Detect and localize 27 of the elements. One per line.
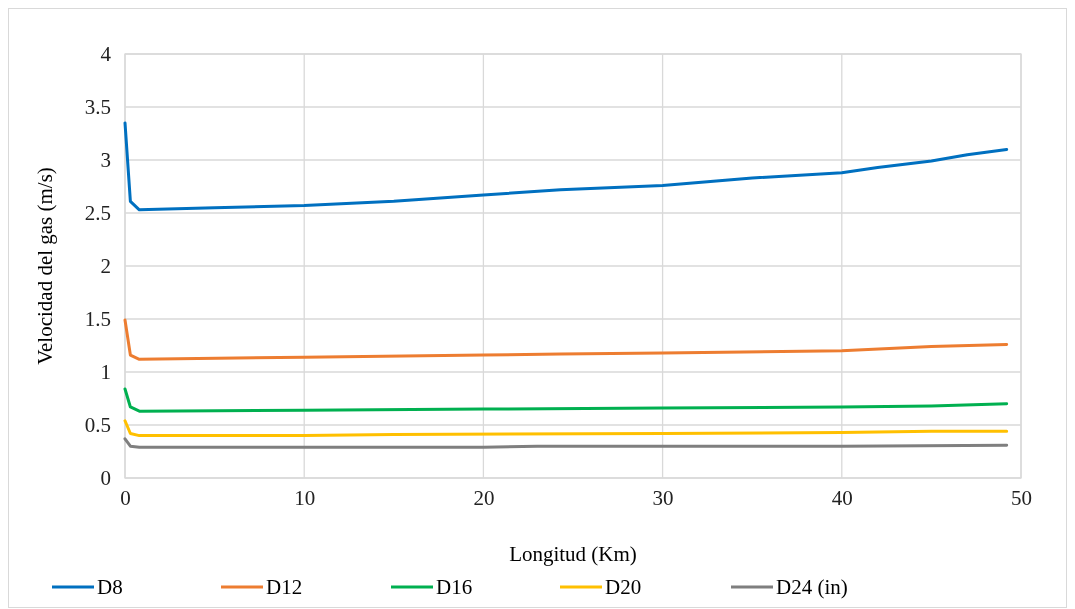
x-tick-label: 40 xyxy=(831,485,853,510)
y-tick-label: 4 xyxy=(100,42,112,67)
x-tick-label: 20 xyxy=(473,485,495,510)
y-tick-label: 3.5 xyxy=(84,95,111,120)
y-tick-label: 0 xyxy=(100,466,111,491)
line-series xyxy=(123,121,1009,212)
y-tick-label: 2.5 xyxy=(84,201,111,226)
y-tick-label: 0.5 xyxy=(84,413,111,438)
line-series xyxy=(123,437,1009,449)
x-tick-label: 50 xyxy=(1011,485,1032,510)
y-tick-label: 1 xyxy=(100,360,111,385)
y-tick-label: 2 xyxy=(100,254,111,279)
legend-label: D20 xyxy=(605,575,642,599)
legend-label: D8 xyxy=(97,575,123,599)
line-series xyxy=(123,387,1009,413)
y-axis-title: Velocidad del gas (m/s) xyxy=(33,167,57,365)
legend-label: D12 xyxy=(266,575,303,599)
x-axis-title: Longitud (Km) xyxy=(509,542,637,566)
x-tick-label: 10 xyxy=(294,485,316,510)
line-series xyxy=(123,419,1009,438)
line-series xyxy=(123,318,1009,361)
x-tick-label: 30 xyxy=(652,485,674,510)
legend-label: D16 xyxy=(436,575,473,599)
legend-label: D24 (in) xyxy=(776,575,848,599)
y-tick-label: 1.5 xyxy=(84,307,111,332)
x-tick-label: 0 xyxy=(120,485,131,510)
y-tick-label: 3 xyxy=(100,148,111,173)
